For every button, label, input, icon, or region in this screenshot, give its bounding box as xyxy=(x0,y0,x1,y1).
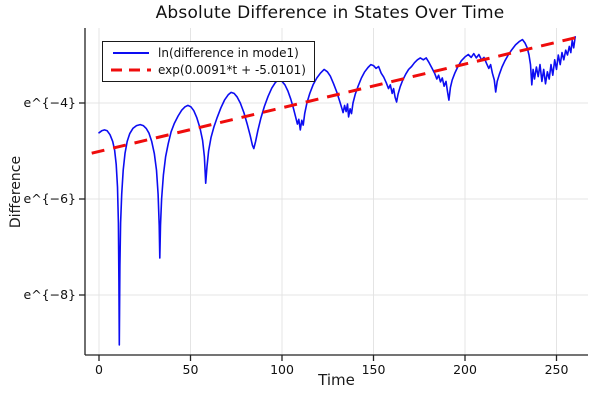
blue-solid-line-swatch xyxy=(113,51,149,54)
x-tick-label: 100 xyxy=(270,362,294,377)
exp-fit-line xyxy=(91,35,579,155)
chart-title: Absolute Difference in States Over Time xyxy=(155,3,505,23)
y-tick-label: e^{−6} xyxy=(24,191,77,206)
red-dashed-line-swatch xyxy=(111,68,151,71)
legend-label: exp(0.0091*t + -5.0101) xyxy=(158,62,306,77)
x-tick-label: 50 xyxy=(183,362,199,377)
ln-difference-series-line xyxy=(98,36,576,346)
y-tick-label: e^{−8} xyxy=(24,287,77,302)
x-tick-label: 250 xyxy=(545,362,569,377)
legend-entry-exp-fit: exp(0.0091*t + -5.0101) xyxy=(110,61,306,78)
x-tick-label: 200 xyxy=(453,362,477,377)
legend: ln(difference in mode1) exp(0.0091*t + -… xyxy=(102,41,315,82)
y-tick-label: e^{−4} xyxy=(24,95,77,110)
x-tick-label: 150 xyxy=(362,362,386,377)
x-tick-label: 0 xyxy=(95,362,103,377)
x-axis-label: Time xyxy=(318,371,355,389)
y-axis-label: Difference xyxy=(8,155,24,229)
legend-entry-ln-difference: ln(difference in mode1) xyxy=(110,44,306,61)
legend-label: ln(difference in mode1) xyxy=(158,45,299,60)
